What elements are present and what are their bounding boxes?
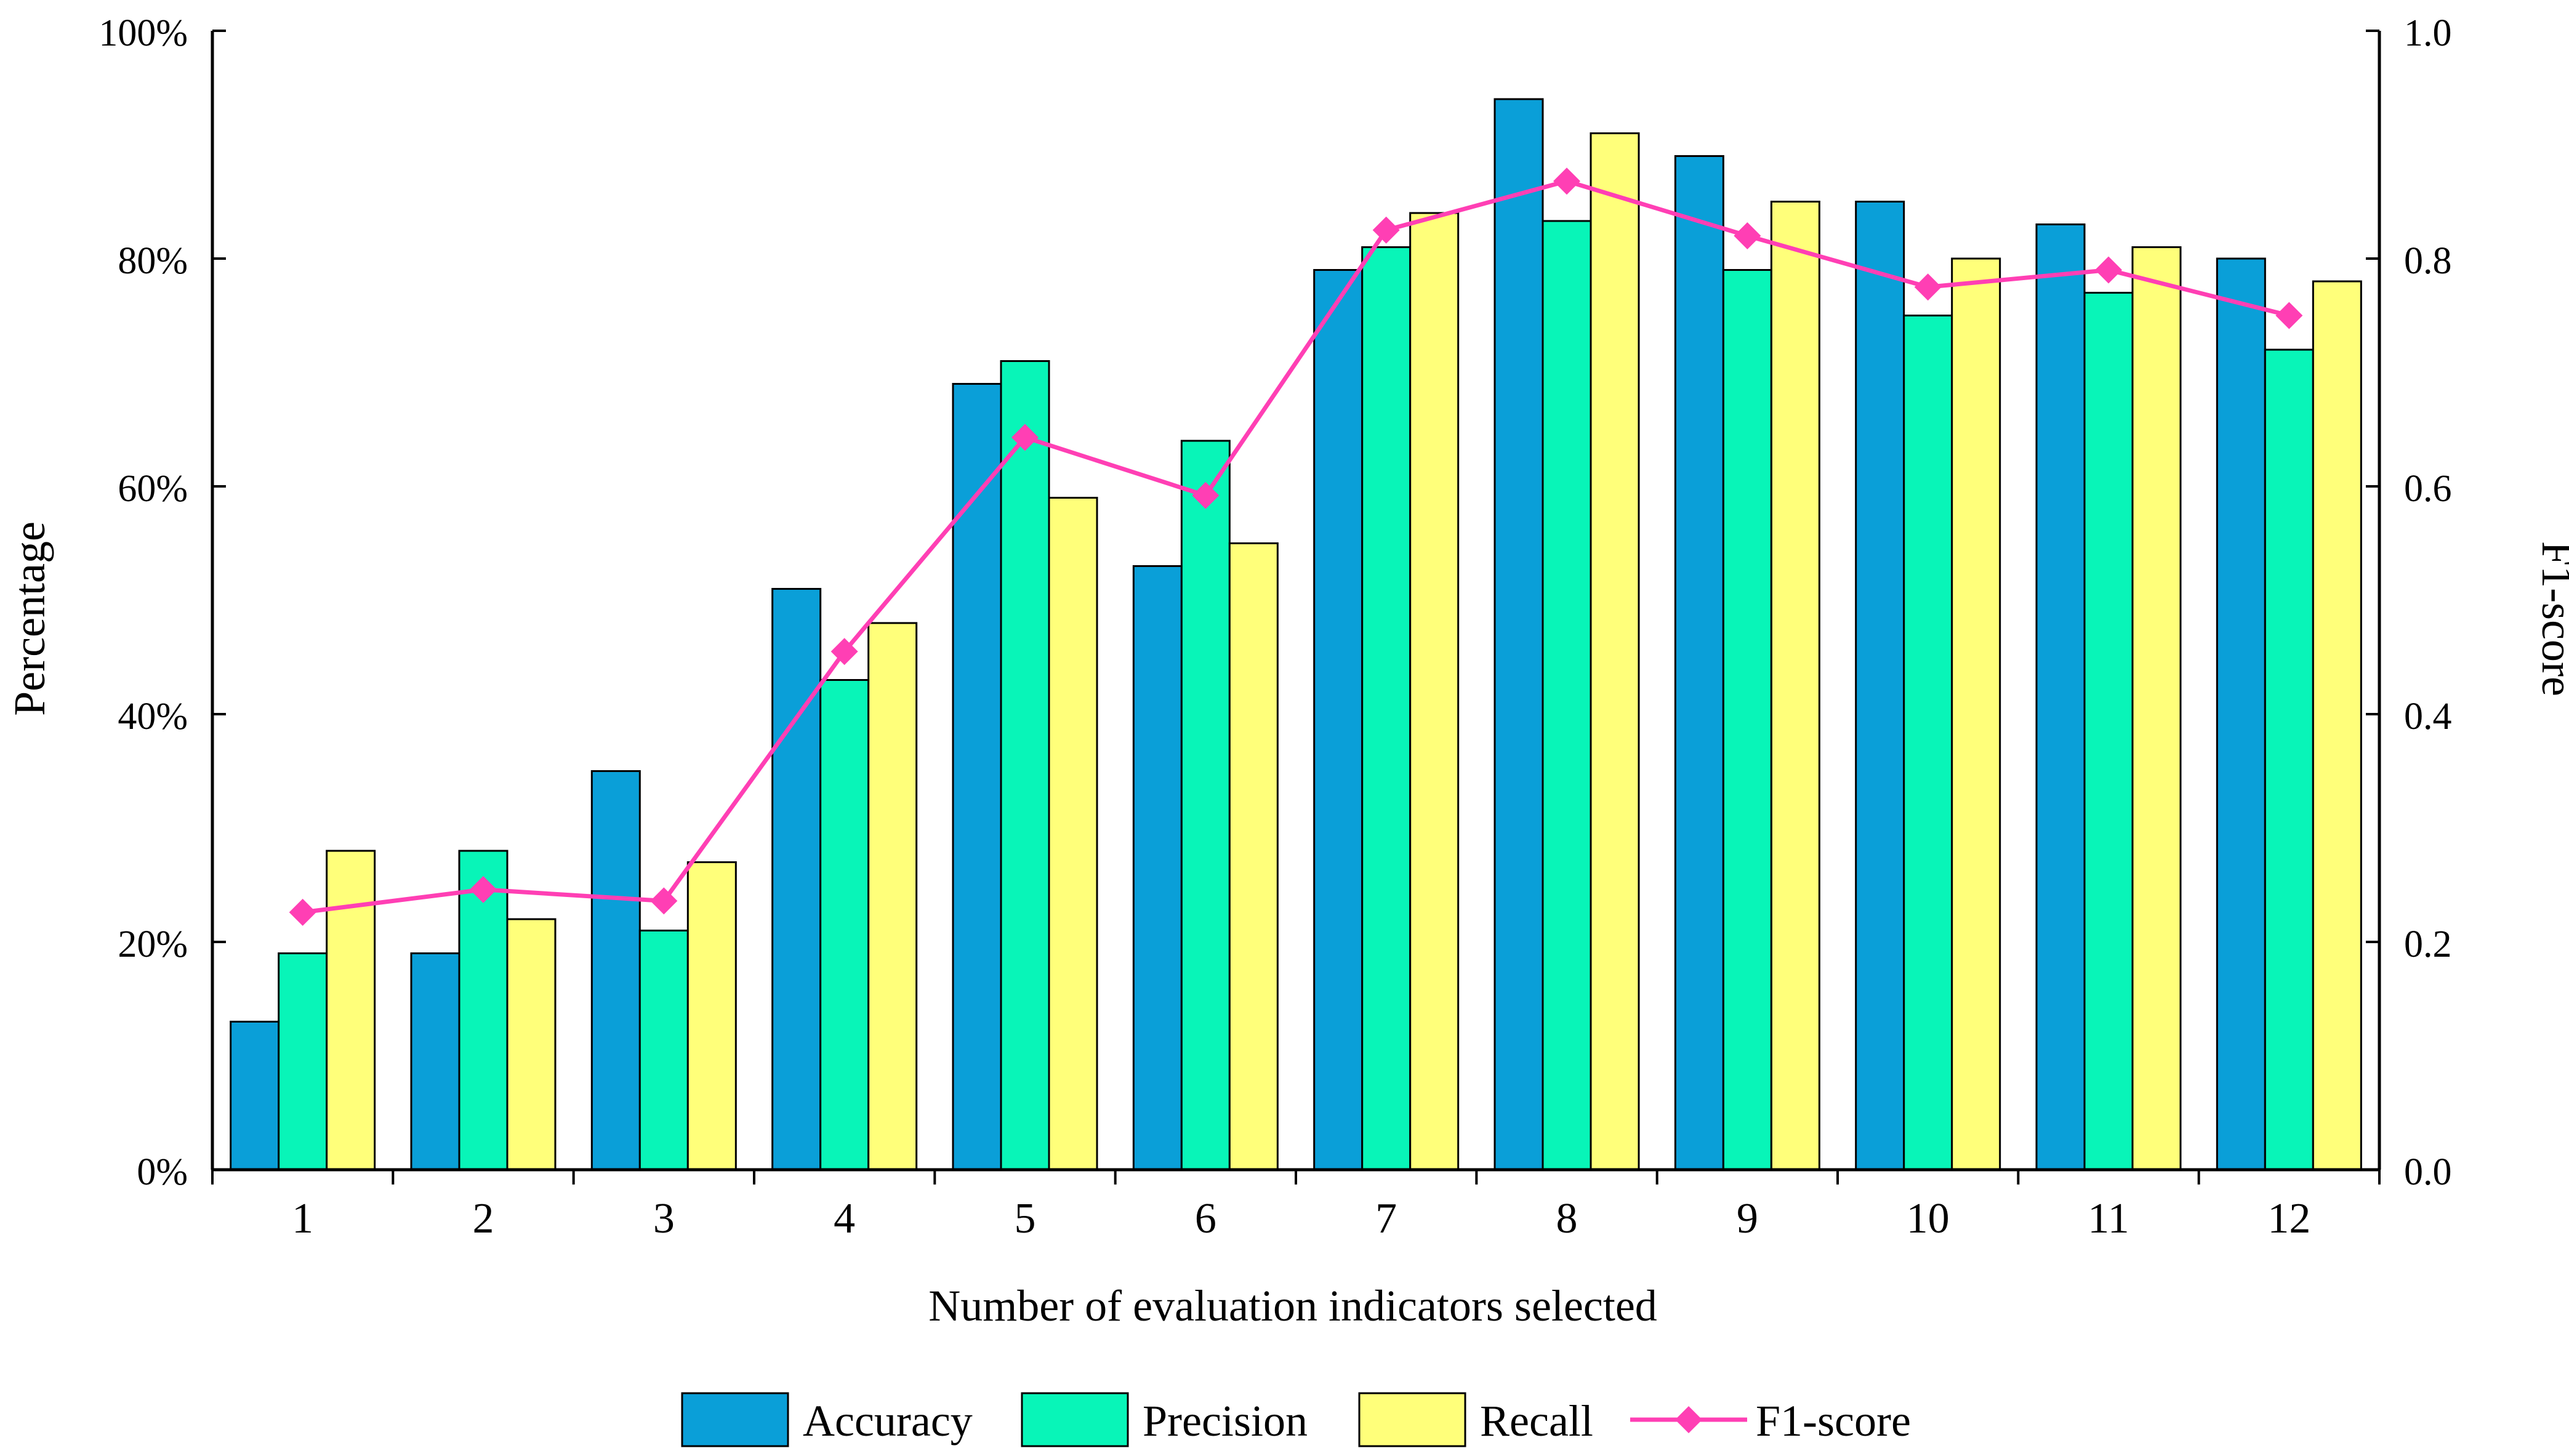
y-tick-label-right: 0.8 [2404,240,2452,282]
legend-label-precision: Precision [1143,1396,1308,1446]
bar-precision-6 [1180,440,1231,1171]
bar-recall-1 [326,850,376,1171]
bar-recall-2 [506,918,557,1171]
y-tick-label-right: 1.0 [2404,12,2452,54]
point-f1-score-7 [1372,216,1400,244]
point-f1-score-3 [650,887,678,915]
line-f1-score [302,179,2290,915]
point-f1-score-5 [1011,424,1039,451]
bar-recall-8 [1590,132,1640,1171]
bar-accuracy-5 [952,383,1002,1171]
y-tick-label-left: 80% [118,240,188,282]
point-f1-score-12 [2275,302,2303,329]
point-f1-score-4 [830,638,858,666]
legend: Accuracy Precision Recall F1-score [681,1392,1911,1447]
bar-precision-7 [1361,246,1412,1171]
point-f1-score-2 [470,875,497,903]
plot-area [230,98,2362,1171]
y-axis-label: Percentage [5,521,54,716]
legend-label-accuracy: Accuracy [803,1396,973,1446]
legend-swatch-precision [1021,1392,1129,1447]
bar-precision-4 [819,679,870,1171]
x-tick-label: 4 [834,1195,855,1242]
bar-accuracy-8 [1494,98,1544,1171]
legend-marker-f1-score [1675,1406,1702,1433]
x-tick-label: 9 [1737,1195,1758,1242]
point-f1-score-1 [289,898,316,926]
axes: 0%20%40%60%80%100%0.00.20.40.60.81.01 2 3 4… [98,12,2451,1242]
point-f1-score-9 [1734,222,1761,249]
bar-accuracy-4 [771,588,822,1171]
y-tick-label-left: 40% [118,696,188,738]
point-f1-score-8 [1553,167,1580,195]
bar-precision-2 [458,850,509,1171]
legend-swatch-accuracy [681,1392,789,1447]
y-tick-label-right: 0.0 [2404,1151,2452,1193]
bar-precision-8 [1542,220,1592,1171]
bar-accuracy-2 [410,952,460,1171]
bar-accuracy-12 [2216,257,2266,1171]
bar-accuracy-1 [230,1021,280,1171]
y-tick-label-left: 60% [118,468,188,510]
bar-accuracy-3 [590,770,641,1171]
bar-recall-7 [1409,212,1460,1171]
bar-recall-11 [2131,246,2182,1171]
x-tick-label: 8 [1556,1195,1578,1242]
x-tick-label: 6 [1195,1195,1216,1242]
bar-precision-3 [638,930,689,1171]
x-tick-label: 12 [2267,1195,2310,1242]
legend-swatch-recall [1358,1392,1466,1447]
x-axis-label: Number of evaluation indicators selected [928,1281,1657,1330]
y-tick-label-left: 0% [137,1151,188,1193]
bar-precision-9 [1722,269,1772,1171]
x-tick-label: 7 [1375,1195,1397,1242]
x-tick-label: 1 [292,1195,313,1242]
x-tick-label: 10 [1907,1195,1950,1242]
bar-accuracy-9 [1674,155,1724,1171]
x-tick-label: 11 [2088,1195,2129,1242]
bar-accuracy-6 [1132,565,1183,1171]
bar-precision-5 [1000,360,1050,1171]
y2-axis-label: F1-score [2533,541,2569,696]
bar-accuracy-7 [1313,269,1364,1171]
x-tick-label: 5 [1015,1195,1036,1242]
y-tick-label-right: 0.6 [2404,468,2452,510]
bar-recall-10 [1951,257,2001,1171]
legend-label-f1-score: F1-score [1756,1396,1911,1446]
point-f1-score-11 [2095,256,2122,284]
y-tick-label-right: 0.2 [2404,923,2452,965]
bar-accuracy-11 [2035,223,2086,1171]
bar-recall-9 [1770,201,1820,1171]
bar-precision-11 [2083,292,2134,1171]
bar-recall-12 [2312,280,2362,1171]
y-tick-label-left: 100% [98,12,188,54]
point-f1-score-10 [1914,273,1942,301]
bar-recall-4 [867,622,918,1171]
bar-precision-1 [278,952,328,1171]
legend-label-recall: Recall [1480,1396,1593,1446]
bar-recall-6 [1228,542,1279,1171]
bar-precision-10 [1903,315,1953,1171]
x-tick-label: 2 [473,1195,494,1242]
bar-recall-5 [1048,497,1098,1171]
bar-recall-3 [686,861,737,1171]
bar-accuracy-10 [1855,201,1905,1171]
bar-precision-12 [2264,348,2314,1171]
point-f1-score-6 [1192,481,1220,509]
y-tick-label-right: 0.4 [2404,696,2452,738]
y-tick-label-left: 20% [118,923,188,965]
x-tick-label: 3 [653,1195,675,1242]
